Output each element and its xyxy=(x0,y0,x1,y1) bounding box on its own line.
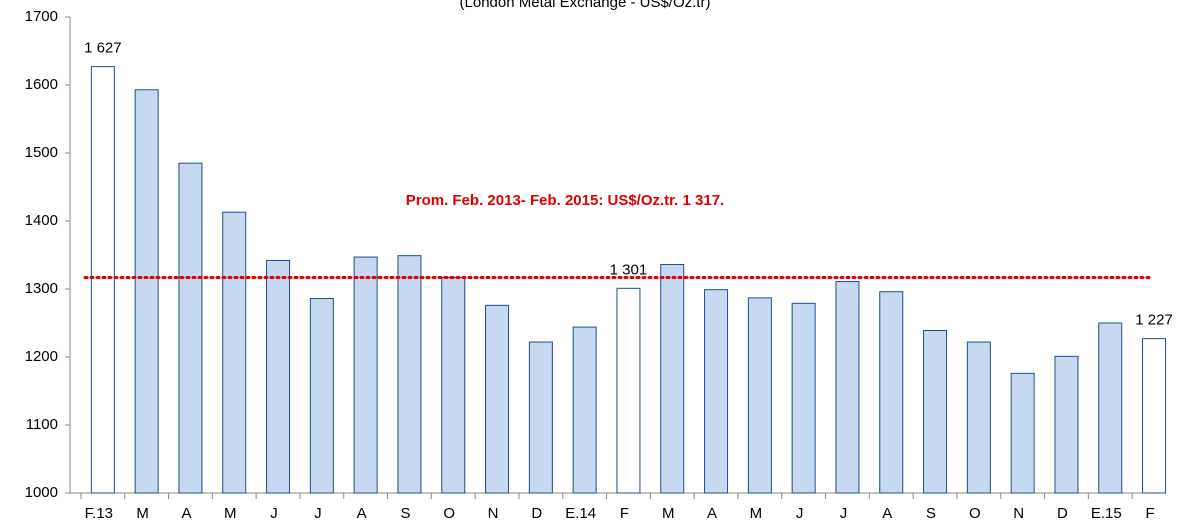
x-tick-label: S xyxy=(400,505,410,522)
bar xyxy=(266,259,291,494)
x-tick-label: N xyxy=(1013,505,1024,522)
y-tick-label: 1600 xyxy=(25,76,58,93)
x-tick-label: M xyxy=(224,505,237,522)
average-label: Prom. Feb. 2013- Feb. 2015: US$/Oz.tr. 1… xyxy=(406,192,724,209)
x-tick-label: E.14 xyxy=(565,505,596,522)
chart-subtitle: (London Metal Exchange - US$/Oz.tr) xyxy=(460,0,711,11)
y-tick-label: 1300 xyxy=(25,280,58,297)
bar xyxy=(704,289,729,494)
bar xyxy=(572,326,597,494)
x-tick-label: S xyxy=(926,505,936,522)
x-tick-label: D xyxy=(531,505,542,522)
y-tick-label: 1200 xyxy=(25,348,58,365)
y-tick-label: 1100 xyxy=(26,416,58,433)
bar xyxy=(90,66,115,494)
x-tick-label: J xyxy=(796,505,804,522)
x-tick-label: N xyxy=(488,505,499,522)
y-tick-label: 1400 xyxy=(25,212,58,229)
bar xyxy=(923,329,948,494)
bar xyxy=(616,287,641,494)
bar xyxy=(1098,322,1123,494)
bar xyxy=(1054,355,1079,494)
bar xyxy=(441,276,466,494)
value-label: 1 627 xyxy=(84,40,122,57)
x-tick-label: F xyxy=(1145,505,1154,522)
bar xyxy=(528,341,553,494)
x-tick-label: A xyxy=(181,505,191,522)
bar xyxy=(660,264,685,494)
x-tick-label: F xyxy=(620,505,629,522)
bar xyxy=(222,211,247,494)
bar xyxy=(1010,372,1035,494)
x-tick-label: O xyxy=(443,505,455,522)
value-label: 1 301 xyxy=(610,261,648,278)
bar xyxy=(966,341,991,494)
bar xyxy=(353,256,378,494)
x-tick-label: M xyxy=(750,505,763,522)
value-label: 1 227 xyxy=(1135,312,1173,329)
x-tick-label: M xyxy=(136,505,149,522)
bar xyxy=(485,304,510,494)
bar xyxy=(134,89,159,494)
x-tick-label: J xyxy=(270,505,278,522)
x-tick-label: M xyxy=(662,505,675,522)
bar xyxy=(879,291,904,494)
x-tick-label: O xyxy=(969,505,981,522)
x-tick-label: J xyxy=(314,505,322,522)
bar xyxy=(791,302,816,494)
y-tick-label: 1700 xyxy=(25,8,58,25)
bar xyxy=(835,281,860,494)
x-tick-label: D xyxy=(1057,505,1068,522)
bar xyxy=(397,255,422,494)
x-tick-label: A xyxy=(357,505,367,522)
x-tick-label: J xyxy=(840,505,848,522)
bar xyxy=(309,298,334,494)
y-tick-label: 1000 xyxy=(25,484,58,501)
bar xyxy=(747,297,772,494)
x-tick-label: E.15 xyxy=(1091,505,1122,522)
bar xyxy=(178,162,203,494)
x-tick-label: A xyxy=(882,505,892,522)
x-tick-label: A xyxy=(707,505,717,522)
y-tick-label: 1500 xyxy=(25,144,58,161)
x-tick-label: F.13 xyxy=(85,505,113,522)
bar xyxy=(1142,338,1167,494)
